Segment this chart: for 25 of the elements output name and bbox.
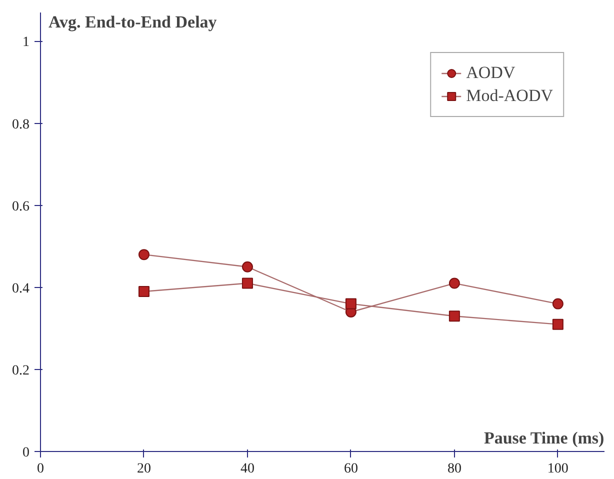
point bbox=[242, 261, 253, 272]
y-tick-label: 0.8 bbox=[12, 117, 30, 132]
point bbox=[552, 318, 564, 330]
x-tick-label: 20 bbox=[136, 462, 151, 476]
point bbox=[345, 298, 356, 310]
y-axis-title: Avg. End-to-End Delay bbox=[48, 12, 218, 32]
point bbox=[242, 278, 253, 289]
point bbox=[448, 310, 460, 322]
legend-label: AODV bbox=[466, 63, 516, 83]
point bbox=[552, 298, 564, 310]
y-tick-label: 0.2 bbox=[12, 363, 30, 378]
x-axis-title: Pause Time (ms) bbox=[484, 428, 604, 448]
x-tick-label: 100 bbox=[547, 462, 568, 476]
y-tick-label: 1 bbox=[22, 35, 30, 50]
point bbox=[448, 278, 460, 289]
x-tick-label: 0 bbox=[37, 462, 44, 476]
y-tick-label: 0 bbox=[22, 446, 30, 460]
point bbox=[138, 286, 150, 297]
x-tick-label: 40 bbox=[240, 462, 254, 476]
y-tick-label: 0.4 bbox=[12, 281, 30, 296]
legend-label: Mod-AODV bbox=[466, 86, 553, 106]
y-tick-label: 0.6 bbox=[12, 199, 30, 214]
x-tick-label: 80 bbox=[447, 462, 462, 476]
x-tick-label: 60 bbox=[344, 462, 358, 476]
point bbox=[138, 249, 150, 260]
